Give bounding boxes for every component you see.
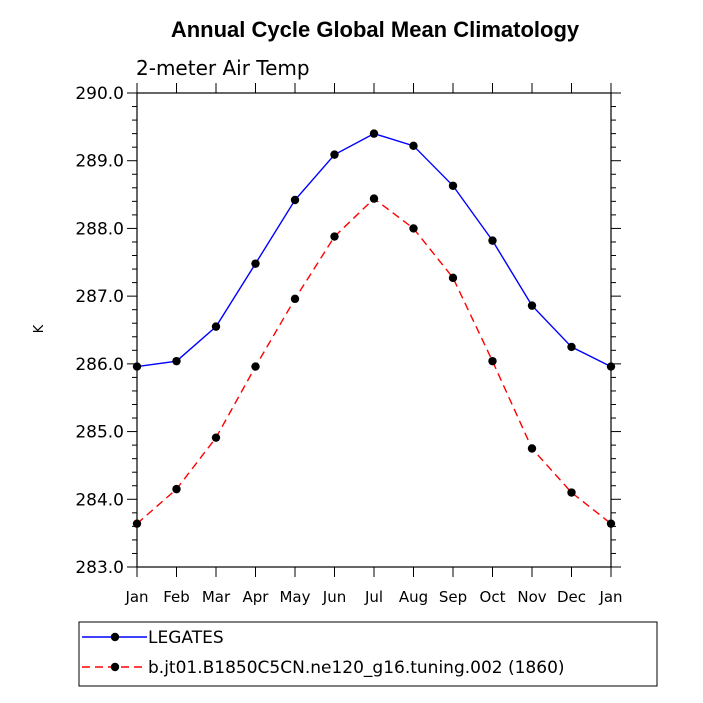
series-2-point [172, 484, 181, 494]
series-1-point [369, 129, 379, 138]
x-tick-label: May [279, 588, 310, 606]
series-1-point [448, 181, 458, 190]
y-tick-label: 286.0 [75, 355, 124, 375]
x-tick-label: Jul [364, 588, 383, 606]
chart-subtitle: 2-meter Air Temp [136, 56, 310, 80]
series-1-point [567, 342, 576, 352]
series-1-point [527, 301, 537, 310]
series-1-point [606, 362, 616, 371]
series-1-point [211, 322, 221, 331]
legend-label-1: LEGATES [148, 628, 224, 648]
legend-label-2: b.jt01.B1850C5CN.ne120_g16.tuning.002 (1… [148, 658, 565, 678]
series-1-point [132, 362, 142, 371]
y-tick-label: 284.0 [75, 490, 124, 510]
series-2-point [606, 519, 616, 528]
plot-area: 283.0 284.0 285.0 286.0 287.0 288.0 289.0 290.0… [75, 83, 623, 606]
series-line-2 [136, 197, 612, 525]
series-2-point [369, 194, 379, 203]
plot-frame [136, 92, 612, 568]
y-tick-label: 289.0 [75, 152, 124, 172]
series-1-point [172, 356, 181, 366]
legend-box [78, 621, 658, 687]
legend-marker-2 [110, 662, 120, 672]
x-tick-label: Dec [557, 588, 586, 606]
x-tick-label: Aug [399, 588, 428, 606]
series-2-point [567, 488, 576, 497]
series-2-point [488, 356, 497, 366]
y-tick-label: 290.0 [75, 84, 124, 104]
chart-title: Annual Cycle Global Mean Climatology [171, 17, 580, 42]
series-1-point [251, 259, 260, 268]
series-2-point [132, 519, 142, 528]
series-1-point [290, 195, 300, 205]
series-1-point [409, 141, 418, 151]
y-tick-label: 287.0 [75, 287, 124, 307]
series-2-point [448, 273, 458, 283]
x-tick-label: Jun [322, 588, 346, 606]
legend-marker-1 [110, 632, 120, 642]
series-1-point [488, 236, 497, 245]
x-tick-label: Nov [517, 588, 546, 606]
series-line-1 [136, 132, 612, 368]
series-1-point [330, 150, 339, 159]
x-tick-label: Oct [480, 588, 506, 606]
y-tick-label: 288.0 [75, 219, 124, 239]
x-tick-label: Mar [202, 588, 231, 606]
x-tick-label: Sep [439, 588, 467, 606]
series-2-point [527, 444, 537, 453]
y-axis-label: K [32, 324, 47, 333]
y-tick-label: 283.0 [75, 558, 124, 578]
x-tick-label: Feb [163, 588, 190, 606]
y-tick-label: 285.0 [75, 423, 124, 443]
x-tick-label: Apr [243, 588, 270, 606]
x-tick-label: Jan [124, 588, 148, 606]
series-2-point [290, 294, 300, 304]
series-2-point [330, 232, 339, 241]
series-2-point [211, 433, 221, 442]
legend: LEGATES b.jt01.B1850C5CN.ne120_g16.tuning… [78, 621, 658, 687]
series-2-point [409, 224, 418, 233]
series-2-point [251, 362, 260, 371]
x-tick-label: Jan [598, 588, 622, 606]
